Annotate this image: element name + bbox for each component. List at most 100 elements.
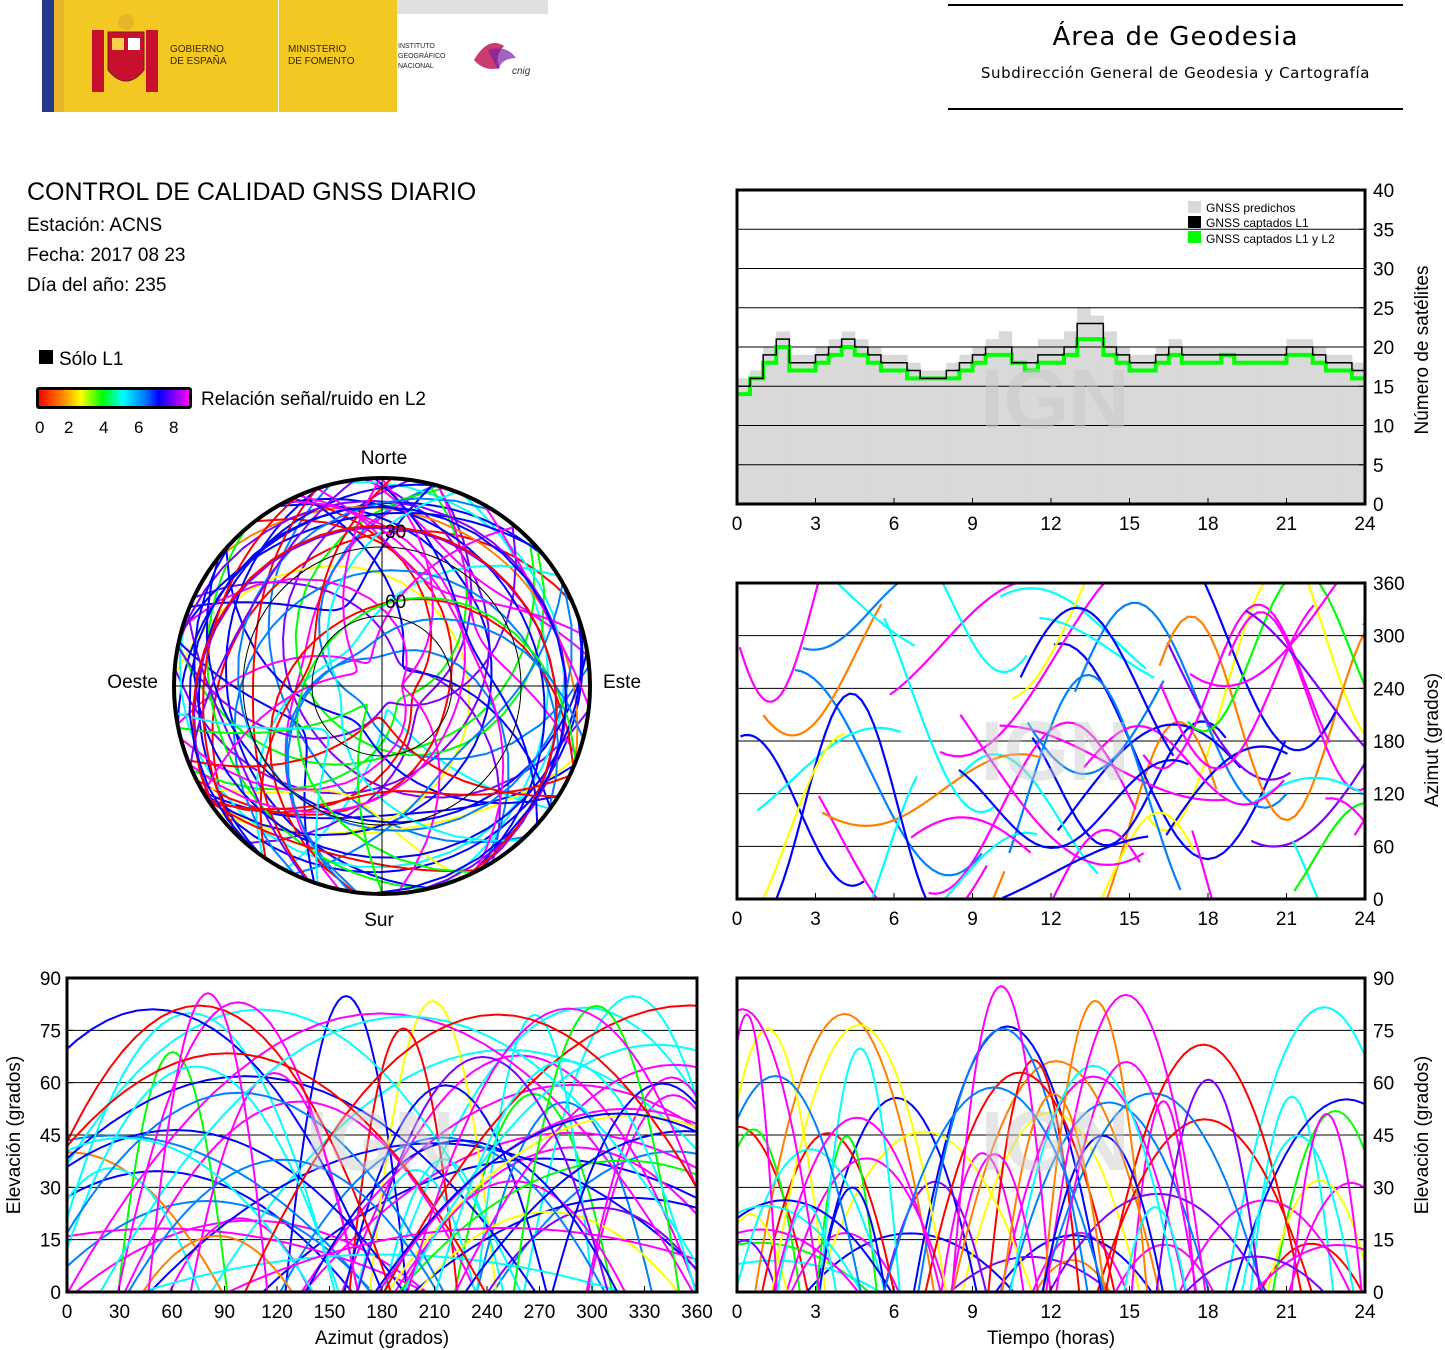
azimut-track [1099,811,1195,899]
elev-time-xticks: 0 3 6 9 12 15 18 21 24 [732,1286,1376,1323]
elev-azimut-track [67,1011,336,1292]
skyplot-east: Este [603,672,641,693]
legend-swatch-predicted [1188,201,1201,213]
elev-azimut-xtick-210: 210 [419,1302,451,1323]
satellites-ylabel: Número de satélites [1412,266,1433,435]
skyplot-track [380,478,441,894]
azimut-track [1165,745,1288,836]
skyplot-ring-label-30: 30 [385,522,406,543]
skyplot-track [179,511,541,634]
azimut-track [794,669,983,877]
elev-azimut-track [141,1253,623,1292]
elev-azimut-ytick-0: 0 [50,1283,61,1304]
elev-time-xtick-18: 18 [1197,1302,1218,1323]
snr-tick-4: 4 [99,418,108,437]
satellites-ytick-0: 0 [1373,495,1384,516]
elev-azimut-xticks: 0 30 60 90 120 150 180 210 240 270 300 330 360 [62,1286,713,1323]
snr-tick-2: 2 [64,418,73,437]
elev-time-track [737,1027,827,1292]
azimut-track [835,583,916,647]
azimut-ytick-120: 120 [1373,785,1405,806]
azimut-ytick-180: 180 [1373,732,1405,753]
azimut-gridlines [737,635,1365,847]
elev-azimut-ytick-30: 30 [40,1178,61,1199]
elev-azimut-track [189,1071,359,1292]
elev-time-track [1231,1098,1365,1292]
elev-time-ytick-75: 75 [1373,1021,1394,1042]
azimut-track [1292,841,1320,899]
elev-azimut-track [67,1004,392,1292]
elev-azimut-track [475,1013,594,1292]
predicted-bar [789,354,803,504]
elev-time-track [772,1116,942,1292]
azimut-track [1293,802,1365,892]
elev-time-track [1045,993,1207,1292]
elev-azimut-ylabel: Elevación (grados) [4,1056,25,1214]
azimut-track [761,732,846,899]
predicted-bar [933,370,947,504]
satellites-xtick-21: 21 [1276,514,1297,535]
elev-time-track [883,1086,1105,1292]
elev-time-ytick-30: 30 [1373,1178,1394,1199]
predicted-bar [1090,315,1104,504]
area-header: Área de Geodesia Subdirección General de… [948,0,1403,112]
skyplot-tracks [174,478,590,894]
skyplot-track [174,478,491,795]
azimut-track [1053,642,1287,861]
azimut-track [1203,583,1338,752]
elev-azimut-track [99,1015,697,1292]
skyplot-track [187,716,559,798]
elev-azimut-track [348,1027,459,1292]
predicted-bar [776,331,790,504]
elev-time-ytick-90: 90 [1373,969,1394,990]
elev-azimut-xtick-60: 60 [161,1302,182,1323]
skyplot-track [437,485,579,758]
snr-tick-6: 6 [134,418,143,437]
skyplot-ring-label-60: 60 [385,592,406,613]
elev-time-track [1130,1100,1196,1292]
skyplot-track [482,503,590,708]
elev-azimut-track [67,1091,445,1292]
predicted-bar [1051,339,1065,504]
elev-time-track [951,1060,1161,1292]
azimut-track [942,831,1038,899]
predicted-bar [1168,339,1183,504]
azimut-xtick-0: 0 [732,909,743,930]
predicted-bar [1351,362,1366,504]
predicted-bar [959,354,973,504]
doy-label: Día del año: 235 [27,275,167,296]
elev-time-track [737,1199,893,1292]
azimut-yticks: 0 60 120 180 240 300 360 [1359,574,1405,911]
elev-azimut-xtick-30: 30 [109,1302,130,1323]
elev-azimut-track [402,1043,697,1292]
elev-azimut-xtick-0: 0 [62,1302,73,1323]
elev-azimut-xtick-300: 300 [576,1302,608,1323]
azimut-ytick-300: 300 [1373,627,1405,648]
elev-azimut-track [355,1168,476,1292]
azimut-track [1189,583,1339,688]
legend-swatch-l1 [1188,216,1201,228]
instituto-line-3: NACIONAL [398,63,434,70]
page-title: CONTROL DE CALIDAD GNSS DIARIO [27,178,477,206]
satellites-legend: GNSS predichos GNSS captados L1 GNSS cap… [1188,201,1335,246]
elev-azimut-track [356,1055,609,1292]
azimut-track [959,753,1099,875]
satellites-chart: IGN GNSS predichos GNSS captados L1 GNSS… [732,181,1433,535]
azimut-ytick-0: 0 [1373,890,1384,911]
elev-time-xtick-24: 24 [1354,1302,1376,1323]
elev-azimut-track [67,1136,315,1292]
skyplot-track [316,487,585,636]
elev-time-track [1114,1243,1215,1292]
azimut-xtick-6: 6 [889,909,900,930]
elev-azimut-track [279,1136,606,1292]
satellites-xtick-9: 9 [967,514,978,535]
elev-azimut-track [67,1012,694,1292]
elev-time-track [771,1023,947,1292]
azimut-track [817,795,988,899]
elev-azimut-track [383,1004,697,1292]
satellites-xtick-0: 0 [732,514,743,535]
elev-time-track [1055,1060,1198,1292]
skyplot-track [202,494,300,836]
azimut-xtick-9: 9 [967,909,978,930]
